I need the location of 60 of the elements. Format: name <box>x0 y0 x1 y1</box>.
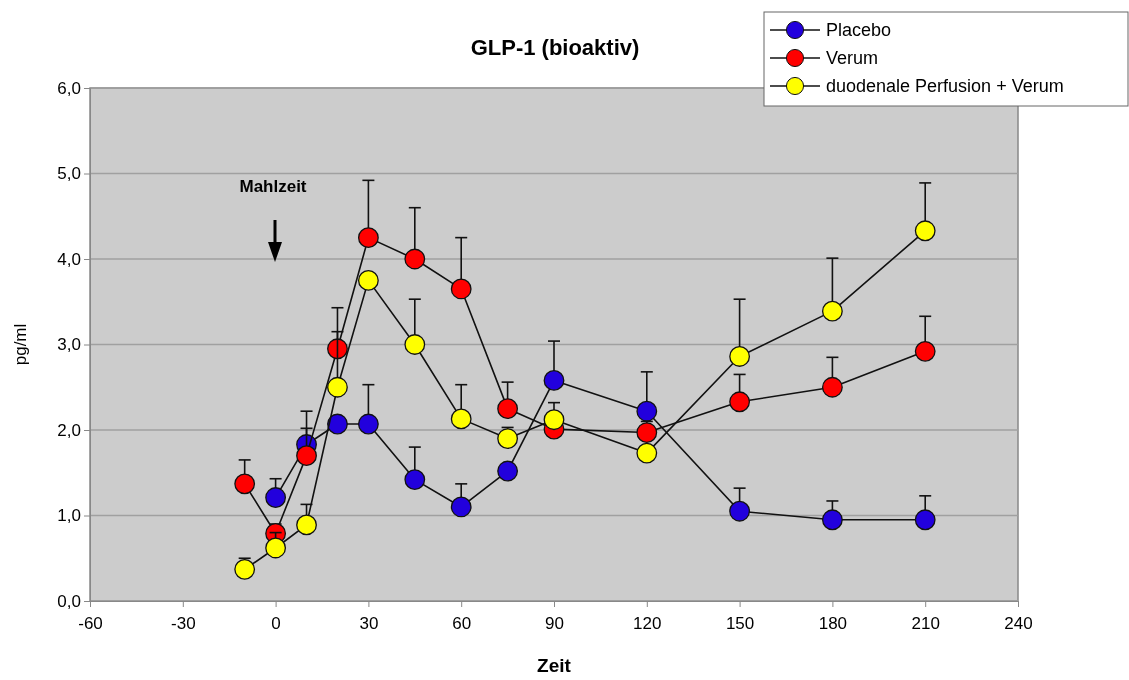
point <box>234 473 256 495</box>
point <box>497 398 519 420</box>
point <box>729 346 751 367</box>
y-tick-label: 1,0 <box>57 506 81 526</box>
point <box>450 408 472 430</box>
x-tick-label: 60 <box>452 613 472 633</box>
chart-title: GLP-1 (bioaktiv) <box>470 35 640 60</box>
point <box>914 220 936 242</box>
point <box>357 413 379 435</box>
x-tick-label: -30 <box>171 613 196 633</box>
point <box>404 469 426 490</box>
point <box>914 509 936 531</box>
point <box>543 370 565 391</box>
point <box>327 376 348 398</box>
point <box>543 409 565 431</box>
x-tick-label: 150 <box>725 613 755 633</box>
x-tick-label: 30 <box>359 613 379 633</box>
y-tick-label: 6,0 <box>57 78 81 98</box>
point <box>296 514 317 536</box>
x-tick-label: 90 <box>545 613 564 633</box>
point <box>265 537 287 559</box>
point <box>327 413 348 435</box>
y-tick-label: 2,0 <box>57 420 81 440</box>
x-tick-label: 210 <box>911 613 940 633</box>
legend-label: Verum <box>826 48 879 68</box>
point <box>357 269 379 291</box>
point <box>327 338 348 360</box>
point <box>357 227 379 249</box>
y-tick-label: 4,0 <box>57 249 81 269</box>
point <box>821 376 843 398</box>
y-tick-label: 3,0 <box>57 335 81 355</box>
point <box>636 422 658 443</box>
x-tick-label: 240 <box>1004 613 1033 633</box>
point <box>296 445 317 467</box>
legend-label: Placebo <box>826 20 892 40</box>
point <box>729 391 751 413</box>
annotation: Mahlzeit <box>239 177 307 196</box>
point <box>497 460 519 482</box>
x-tick-label: 120 <box>633 613 662 633</box>
legend-label: duodenale Perfusion + Verum <box>826 76 1064 96</box>
point <box>636 400 658 422</box>
y-tick-label: 5,0 <box>57 164 81 184</box>
x-tick-label: 180 <box>818 613 848 633</box>
y-axis-title: pg/ml <box>11 323 30 366</box>
point <box>497 428 519 449</box>
point <box>821 509 843 531</box>
point <box>404 248 426 270</box>
point <box>914 340 936 362</box>
x-tick-label: 0 <box>271 613 281 633</box>
y-tick-label: 0,0 <box>57 591 81 611</box>
point <box>729 500 751 522</box>
point <box>636 442 658 464</box>
point <box>234 558 256 580</box>
x-tick-label: -60 <box>78 613 103 633</box>
point <box>450 278 472 300</box>
point <box>821 300 843 322</box>
point <box>450 496 472 518</box>
point <box>404 334 426 355</box>
point <box>265 487 287 508</box>
x-axis-title: Zeit <box>537 655 572 676</box>
